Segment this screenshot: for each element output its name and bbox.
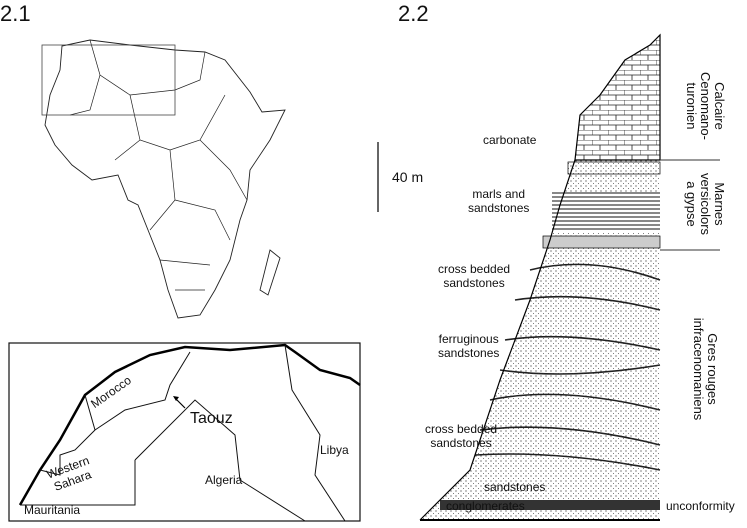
label-taouz: Taouz xyxy=(190,410,233,427)
label-algeria: Algeria xyxy=(205,473,243,487)
lith-conglomerates: conglomerates xyxy=(446,499,525,513)
panel-label-2-1: 2.1 xyxy=(0,1,31,26)
formation-calcaire: Calcaire Cenomano- turonien xyxy=(684,72,727,140)
lith-ferruginous: ferruginous sandstones xyxy=(438,332,500,360)
lith-sandstones: sandstones xyxy=(484,480,546,494)
formation-dividers xyxy=(660,159,720,251)
carbonate-layer xyxy=(574,33,661,161)
panel-label-2-2: 2.2 xyxy=(398,1,429,26)
lith-cross-bedded-1: cross bedded sandstones xyxy=(438,262,511,290)
unconformity-label: unconformity xyxy=(666,499,735,513)
conglomerate-layer xyxy=(440,500,660,510)
stratigraphic-column xyxy=(419,33,720,521)
africa-map xyxy=(41,39,286,319)
lith-cross-bedded-2: cross bedded sandstones xyxy=(425,422,498,450)
lith-marls: marls and sandstones xyxy=(468,187,530,215)
label-libya: Libya xyxy=(320,443,349,457)
marl-layers xyxy=(552,192,660,232)
label-mauritania: Mauritania xyxy=(24,503,81,517)
lith-carbonate: carbonate xyxy=(483,133,537,147)
formation-marnes: Marnes versicolors a gypse xyxy=(684,172,727,236)
inset-map xyxy=(8,342,361,522)
cross-bedding xyxy=(474,263,661,471)
taouz-arrowhead xyxy=(173,396,179,401)
inset-locator-box xyxy=(41,44,176,116)
scale-label: 40 m xyxy=(392,169,424,185)
formation-gres: Gres rouges infracenomaniens xyxy=(691,317,720,421)
